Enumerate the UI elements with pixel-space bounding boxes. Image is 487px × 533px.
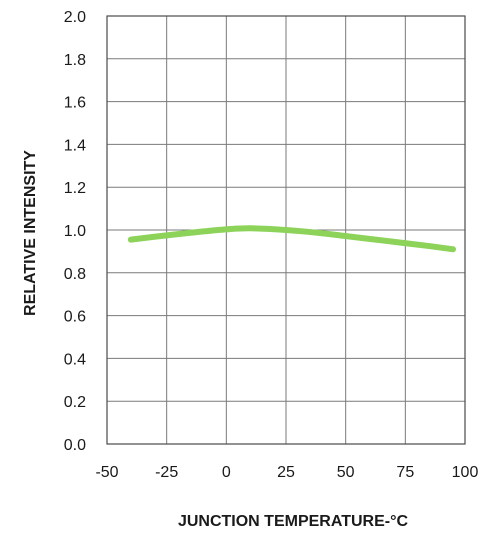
x-tick-label: -25 xyxy=(155,464,178,481)
x-tick-label: 75 xyxy=(396,464,414,481)
x-tick-labels: -50 -25 0 25 50 75 100 xyxy=(95,464,478,481)
x-tick-label: 0 xyxy=(222,464,231,481)
y-tick-label: 1.6 xyxy=(64,95,86,112)
x-axis-title: JUNCTION TEMPERATURE-°C xyxy=(178,513,409,530)
series-layer xyxy=(127,225,457,253)
y-tick-labels: 0.0 0.2 0.4 0.6 0.8 1.0 1.2 1.4 1.6 1.8 2.0 xyxy=(64,9,86,454)
x-tick-label: 100 xyxy=(452,464,479,481)
grid xyxy=(107,16,465,444)
plot-frame xyxy=(106,15,466,445)
y-tick-label: 0.2 xyxy=(64,394,86,411)
x-tick-label: -50 xyxy=(95,464,118,481)
y-tick-label: 1.4 xyxy=(64,137,86,154)
y-tick-label: 0.8 xyxy=(64,266,86,283)
y-tick-label: 2.0 xyxy=(64,9,86,26)
series-line-0 xyxy=(127,225,457,253)
y-tick-label: 1.2 xyxy=(64,180,86,197)
x-tick-label: 50 xyxy=(337,464,355,481)
y-tick-label: 1.8 xyxy=(64,52,86,69)
y-tick-label: 0.0 xyxy=(64,437,86,454)
y-axis-title: RELATIVE INTENSITY xyxy=(22,150,39,316)
x-tick-label: 25 xyxy=(277,464,295,481)
y-tick-label: 0.6 xyxy=(64,309,86,326)
y-tick-label: 1.0 xyxy=(64,223,86,240)
y-tick-label: 0.4 xyxy=(64,351,86,368)
